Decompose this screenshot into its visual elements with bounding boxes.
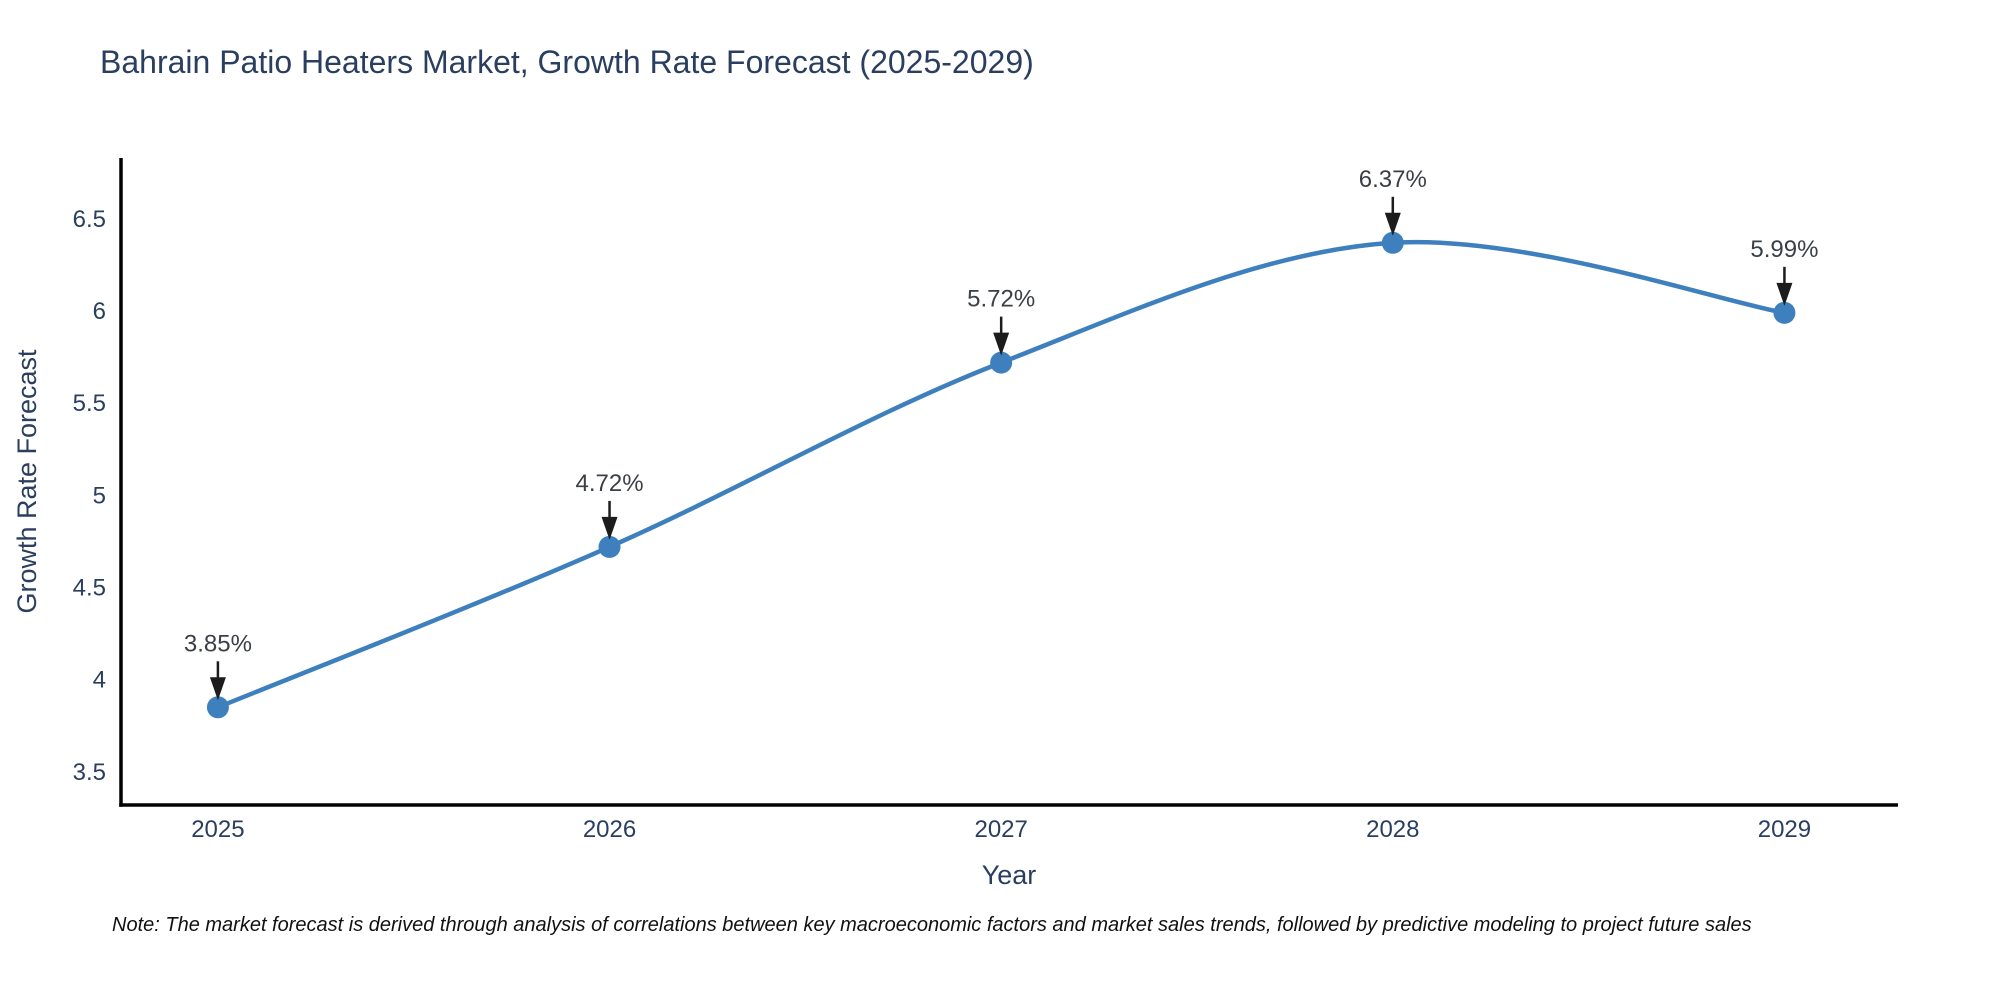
data-point-marker: [1381, 231, 1404, 254]
y-tick-label: 5.5: [73, 390, 106, 417]
y-axis-title: Growth Rate Forecast: [12, 349, 42, 614]
x-tick-label: 2029: [1758, 816, 1811, 843]
data-point-marker: [990, 351, 1013, 374]
x-tick-label: 2026: [583, 816, 636, 843]
annotation-arrowhead: [209, 677, 226, 701]
annotation-arrowhead: [993, 332, 1010, 356]
point-annotation-label: 6.37%: [1359, 166, 1427, 193]
data-point-marker: [1773, 301, 1796, 324]
y-tick-label: 6.5: [73, 206, 106, 233]
y-tick-label: 6: [93, 298, 106, 325]
annotation-arrowhead: [1384, 212, 1401, 236]
x-tick-label: 2027: [974, 816, 1027, 843]
point-annotation-label: 5.72%: [967, 286, 1035, 313]
data-point-marker: [206, 696, 229, 719]
y-tick-label: 5: [93, 482, 106, 509]
annotation-arrowhead: [601, 516, 618, 540]
point-annotation-label: 3.85%: [184, 630, 252, 657]
x-tick-label: 2028: [1366, 816, 1419, 843]
data-point-marker: [598, 535, 621, 558]
y-tick-label: 3.5: [73, 759, 106, 786]
annotation-arrowhead: [1776, 282, 1793, 306]
x-tick-label: 2025: [191, 816, 244, 843]
y-tick-label: 4: [93, 667, 106, 694]
footnote-text: Note: The market forecast is derived thr…: [112, 914, 1752, 936]
y-tick-label: 4.5: [73, 574, 106, 601]
x-axis-title: Year: [982, 860, 1037, 890]
point-annotation-label: 5.99%: [1750, 236, 1818, 263]
chart-title: Bahrain Patio Heaters Market, Growth Rat…: [100, 44, 1034, 80]
point-annotation-label: 4.72%: [576, 470, 644, 497]
